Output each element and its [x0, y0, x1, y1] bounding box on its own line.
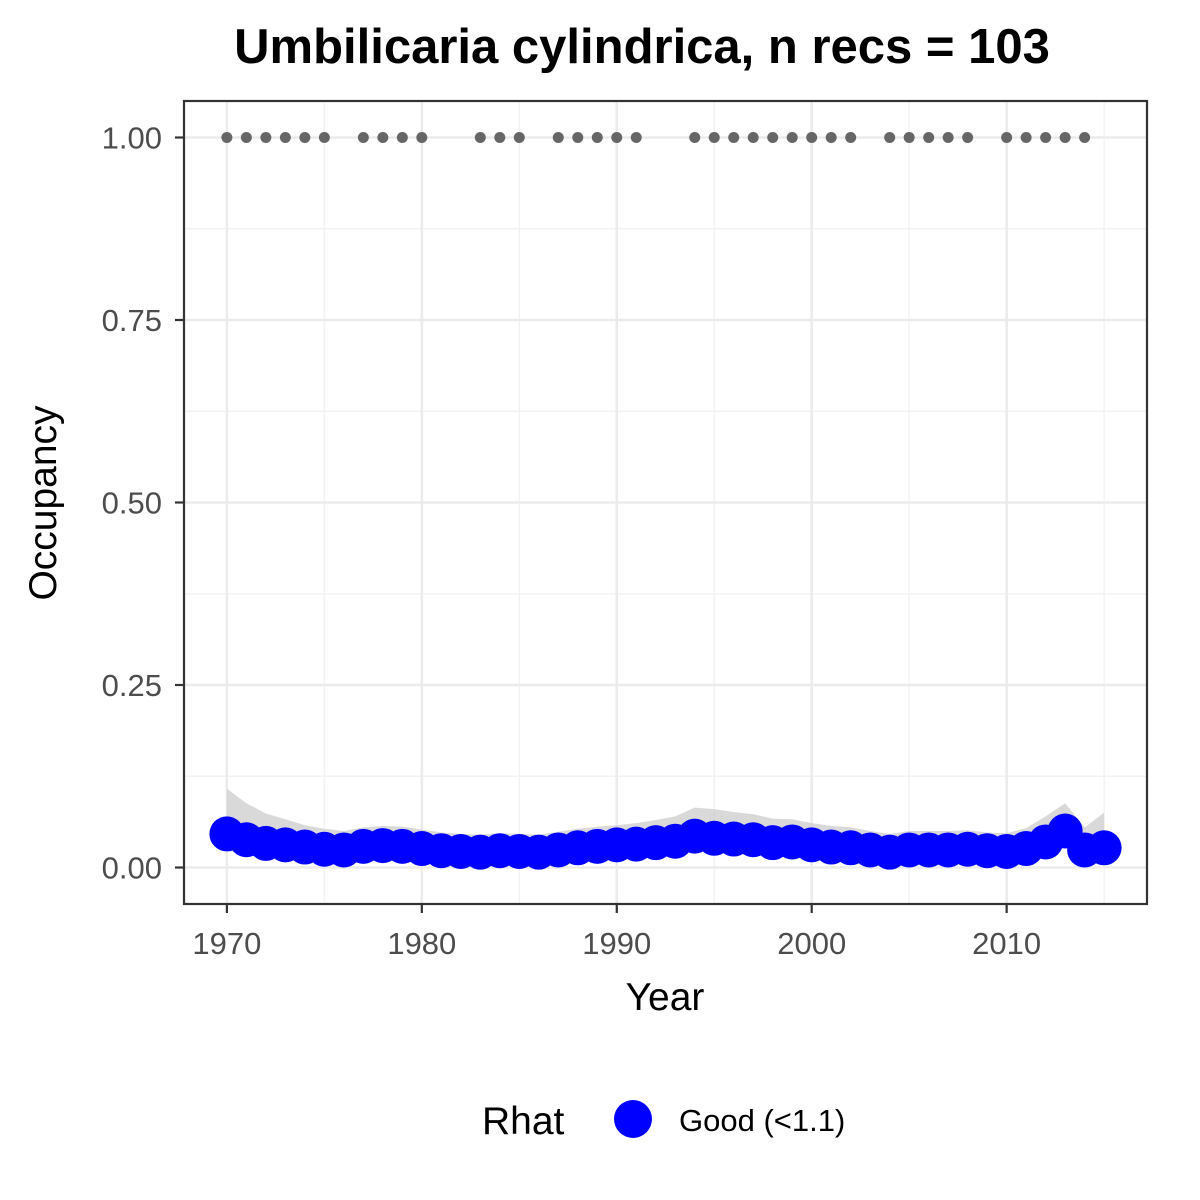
record-point [708, 132, 720, 143]
legend-label-good: Good (<1.1) [679, 1103, 845, 1138]
chart-title: Umbilicaria cylindrica, n recs = 103 [234, 20, 1050, 74]
record-point [513, 132, 525, 143]
record-point [591, 132, 603, 143]
x-tick-label: 2000 [777, 926, 846, 961]
record-point [474, 132, 486, 143]
x-tick-label: 2010 [972, 926, 1041, 961]
record-point [1059, 132, 1071, 143]
x-tick-label: 1970 [192, 926, 261, 961]
x-tick-label: 1980 [387, 926, 456, 961]
record-point [1001, 132, 1013, 143]
legend-key-good [614, 1100, 652, 1138]
record-point [318, 132, 330, 143]
record-point [747, 132, 759, 143]
record-point [903, 132, 915, 143]
record-point [279, 132, 291, 143]
record-point [416, 132, 428, 143]
record-point [689, 132, 701, 143]
record-point [552, 132, 564, 143]
record-point [845, 132, 857, 143]
record-point [923, 132, 935, 143]
legend: Rhat Good (<1.1) [482, 1100, 845, 1143]
y-tick-label: 0.75 [102, 303, 162, 338]
record-point [611, 132, 623, 143]
y-axis-title: Occupancy [22, 405, 65, 601]
grid-lines [184, 101, 1147, 904]
record-point [260, 132, 272, 143]
occupancy-points [209, 813, 1122, 870]
record-point [572, 132, 584, 143]
record-point [1079, 132, 1091, 143]
record-point [1040, 132, 1052, 143]
record-point [1020, 132, 1032, 143]
y-tick-label: 0.50 [102, 486, 162, 521]
record-point [825, 132, 837, 143]
record-point [494, 132, 506, 143]
record-point [767, 132, 779, 143]
record-points [221, 132, 1091, 143]
record-point [786, 132, 798, 143]
occupancy-point [1086, 830, 1122, 866]
record-point [962, 132, 974, 143]
record-point [299, 132, 311, 143]
record-point [377, 132, 389, 143]
y-tick-label: 0.00 [102, 851, 162, 886]
record-point [884, 132, 896, 143]
y-tick-label: 0.25 [102, 668, 162, 703]
record-point [630, 132, 642, 143]
legend-title: Rhat [482, 1100, 565, 1143]
record-point [942, 132, 954, 143]
record-point [728, 132, 740, 143]
record-point [240, 132, 252, 143]
record-point [221, 132, 233, 143]
axis-ticks: 1970 1980 1990 2000 2010 0.00 0.25 0.50 0.75 1.00 [102, 121, 1041, 962]
record-point [806, 132, 818, 143]
y-tick-label: 1.00 [102, 121, 162, 156]
record-point [396, 132, 408, 143]
x-tick-label: 1990 [582, 926, 651, 961]
record-point [357, 132, 369, 143]
x-axis-title: Year [626, 976, 705, 1019]
